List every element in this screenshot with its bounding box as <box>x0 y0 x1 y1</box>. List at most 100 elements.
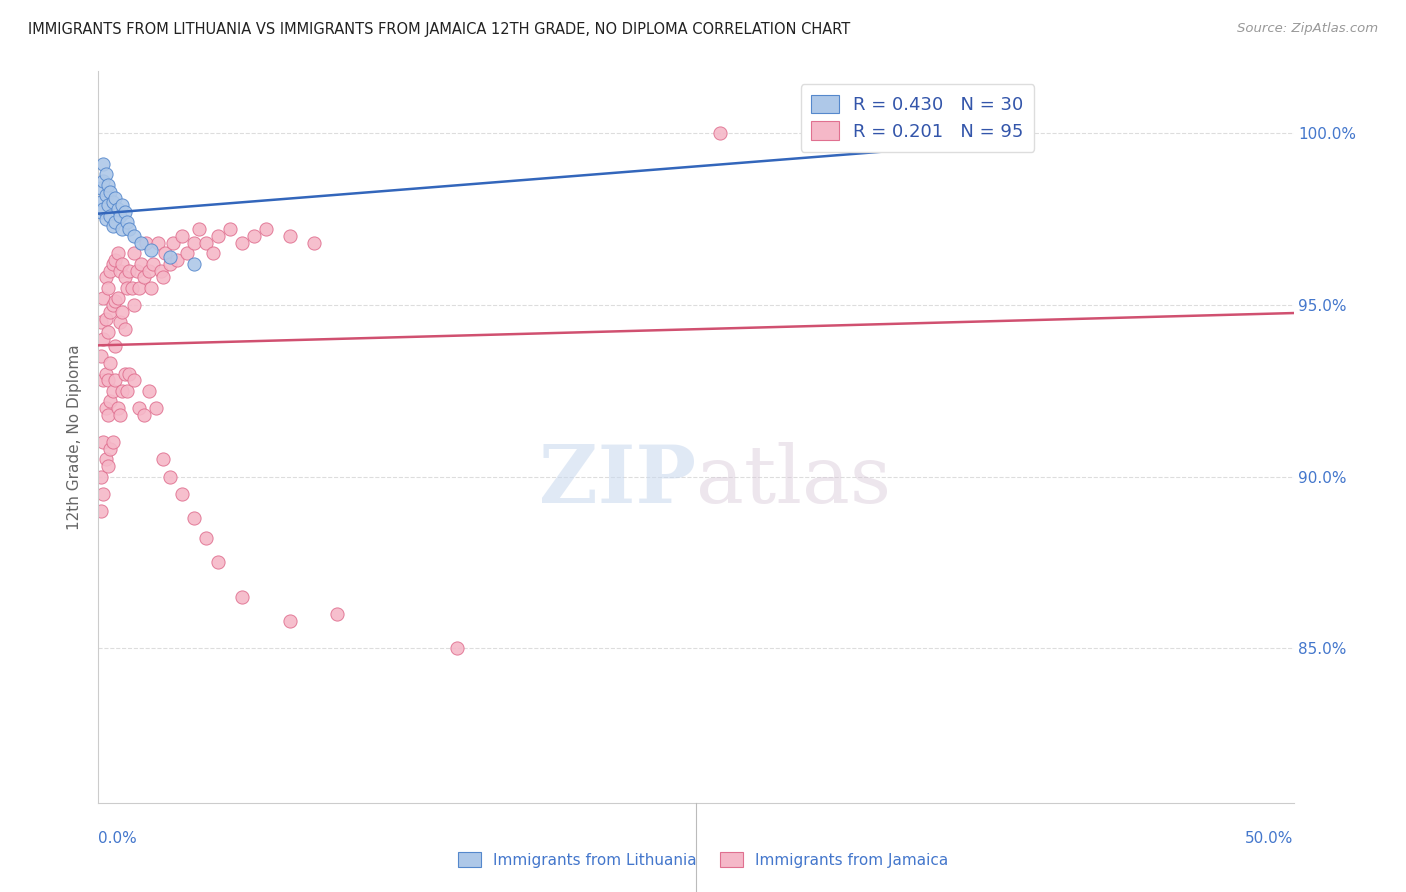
Point <box>111 257 134 271</box>
Point <box>183 235 205 250</box>
Point <box>115 281 138 295</box>
Point <box>90 205 112 219</box>
Point <box>90 350 112 364</box>
Point <box>194 532 218 546</box>
Point <box>90 194 112 209</box>
Point <box>446 641 468 656</box>
Point <box>94 367 117 381</box>
Point <box>124 246 146 260</box>
Point <box>152 270 174 285</box>
Text: IMMIGRANTS FROM LITHUANIA VS IMMIGRANTS FROM JAMAICA 12TH GRADE, NO DIPLOMA CORR: IMMIGRANTS FROM LITHUANIA VS IMMIGRANTS … <box>28 22 851 37</box>
Point <box>152 452 174 467</box>
Point <box>131 257 153 271</box>
Point <box>187 222 209 236</box>
Point <box>94 311 117 326</box>
Text: atlas: atlas <box>696 442 891 520</box>
Point <box>90 181 112 195</box>
Point <box>107 202 129 216</box>
Point <box>91 487 114 501</box>
Point <box>115 215 138 229</box>
Point <box>91 174 114 188</box>
Point <box>108 315 131 329</box>
Point <box>104 191 127 205</box>
Point <box>101 384 124 398</box>
Point <box>101 298 124 312</box>
Point <box>231 235 253 250</box>
Text: ZIP: ZIP <box>538 442 696 520</box>
Point <box>91 435 114 450</box>
Point <box>149 263 172 277</box>
Point <box>101 219 124 233</box>
Point <box>114 205 136 219</box>
Point <box>118 367 141 381</box>
Point <box>159 257 181 271</box>
Point <box>94 212 117 227</box>
Point <box>111 304 134 318</box>
Point <box>125 263 148 277</box>
Point <box>148 235 170 250</box>
Point <box>278 614 301 628</box>
Legend: Immigrants from Lithuania, Immigrants from Jamaica: Immigrants from Lithuania, Immigrants fr… <box>451 846 955 873</box>
Point <box>138 384 160 398</box>
Point <box>97 459 120 474</box>
Point <box>131 235 153 250</box>
Point <box>118 263 141 277</box>
Point <box>91 157 114 171</box>
Point <box>98 209 122 223</box>
Point <box>115 384 138 398</box>
Point <box>145 401 167 415</box>
Point <box>114 367 136 381</box>
Point <box>709 126 731 140</box>
Point <box>114 322 136 336</box>
Point <box>101 257 124 271</box>
Point <box>132 270 155 285</box>
Point <box>139 281 162 295</box>
Point <box>155 246 177 260</box>
Point <box>98 263 122 277</box>
Point <box>166 253 188 268</box>
Point <box>194 235 218 250</box>
Point <box>97 281 120 295</box>
Point <box>128 281 150 295</box>
Point <box>108 209 131 223</box>
Point <box>108 263 131 277</box>
Point <box>97 408 120 422</box>
Point <box>91 202 114 216</box>
Point <box>104 339 127 353</box>
Point <box>94 452 117 467</box>
Text: Source: ZipAtlas.com: Source: ZipAtlas.com <box>1237 22 1378 36</box>
Point <box>162 235 184 250</box>
Point <box>91 332 114 346</box>
Y-axis label: 12th Grade, No Diploma: 12th Grade, No Diploma <box>67 344 83 530</box>
Point <box>101 435 124 450</box>
Point <box>90 504 112 518</box>
Point <box>98 356 122 370</box>
Point <box>107 291 129 305</box>
Point <box>326 607 349 621</box>
Point <box>231 590 253 604</box>
Point <box>104 215 127 229</box>
Point <box>128 401 150 415</box>
Point <box>139 243 162 257</box>
Point <box>176 246 198 260</box>
Point <box>114 270 136 285</box>
Point <box>172 229 194 244</box>
Point <box>219 222 242 236</box>
Point <box>302 235 325 250</box>
Point <box>94 167 117 181</box>
Point <box>124 229 146 244</box>
Point <box>159 469 181 483</box>
Point <box>104 294 127 309</box>
Point <box>97 326 120 340</box>
Point <box>104 253 127 268</box>
Point <box>97 373 120 387</box>
Point <box>108 408 131 422</box>
Point <box>183 257 205 271</box>
Text: 0.0%: 0.0% <box>98 831 138 846</box>
Point <box>91 291 114 305</box>
Point <box>111 384 134 398</box>
Point <box>132 408 155 422</box>
Point <box>91 373 114 387</box>
Point <box>135 235 157 250</box>
Point <box>98 394 122 409</box>
